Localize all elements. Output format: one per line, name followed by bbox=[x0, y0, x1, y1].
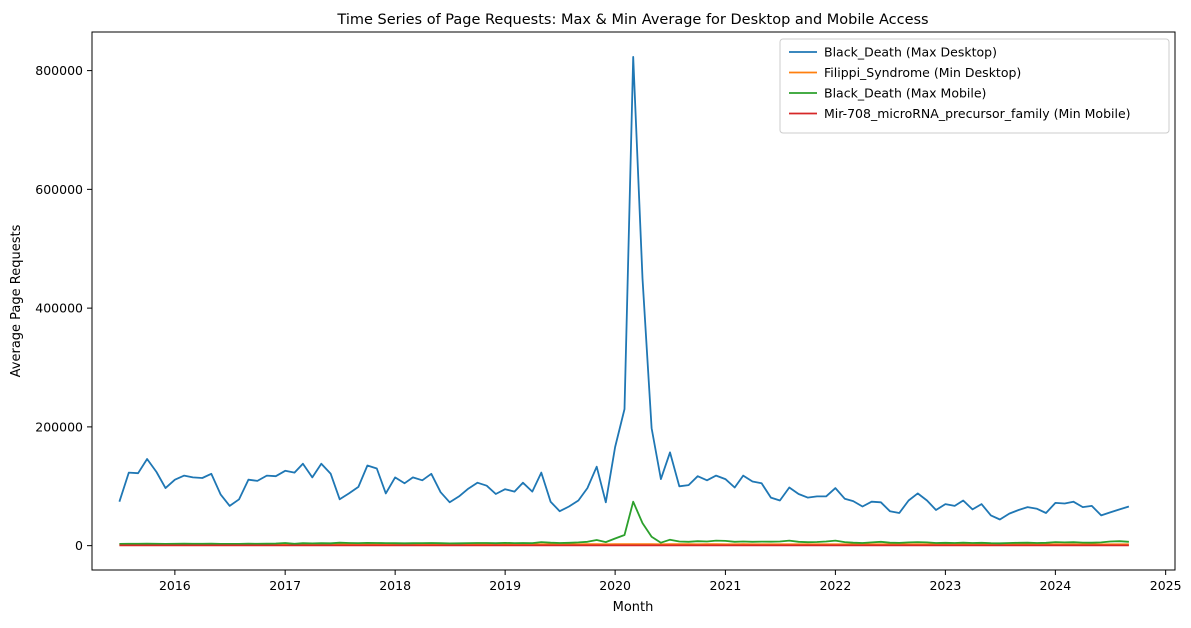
legend-label: Mir-708_microRNA_precursor_family (Min M… bbox=[824, 106, 1131, 121]
x-axis: 2016 2017 2018 2019 2020 2021 2022 2023 2024 2025 bbox=[159, 570, 1182, 593]
y-tick-label: 200000 bbox=[35, 419, 83, 434]
legend: Black_Death (Max Desktop) Filippi_Syndrom… bbox=[780, 39, 1169, 133]
series-line-3 bbox=[119, 502, 1129, 544]
x-tick-label: 2020 bbox=[599, 578, 631, 593]
legend-label: Black_Death (Max Desktop) bbox=[824, 45, 997, 60]
x-tick-label: 2019 bbox=[489, 578, 521, 593]
y-tick-label: 0 bbox=[75, 538, 83, 553]
x-tick-label: 2017 bbox=[269, 578, 301, 593]
y-tick-label: 600000 bbox=[35, 182, 83, 197]
x-tick-label: 2021 bbox=[710, 578, 742, 593]
x-tick-label: 2025 bbox=[1150, 578, 1182, 593]
x-tick-label: 2022 bbox=[819, 578, 851, 593]
y-axis-label: Average Page Requests bbox=[9, 224, 24, 377]
x-axis-label: Month bbox=[613, 600, 654, 615]
y-axis: 0 200000 400000 600000 800000 bbox=[35, 63, 92, 553]
legend-label: Filippi_Syndrome (Min Desktop) bbox=[824, 65, 1021, 80]
x-tick-label: 2018 bbox=[379, 578, 411, 593]
legend-label: Black_Death (Max Mobile) bbox=[824, 86, 986, 101]
y-tick-label: 800000 bbox=[35, 63, 83, 78]
x-tick-label: 2023 bbox=[929, 578, 961, 593]
x-tick-label: 2016 bbox=[159, 578, 191, 593]
y-tick-label: 400000 bbox=[35, 301, 83, 316]
chart-title: Time Series of Page Requests: Max & Min … bbox=[336, 12, 928, 28]
x-tick-label: 2024 bbox=[1039, 578, 1071, 593]
